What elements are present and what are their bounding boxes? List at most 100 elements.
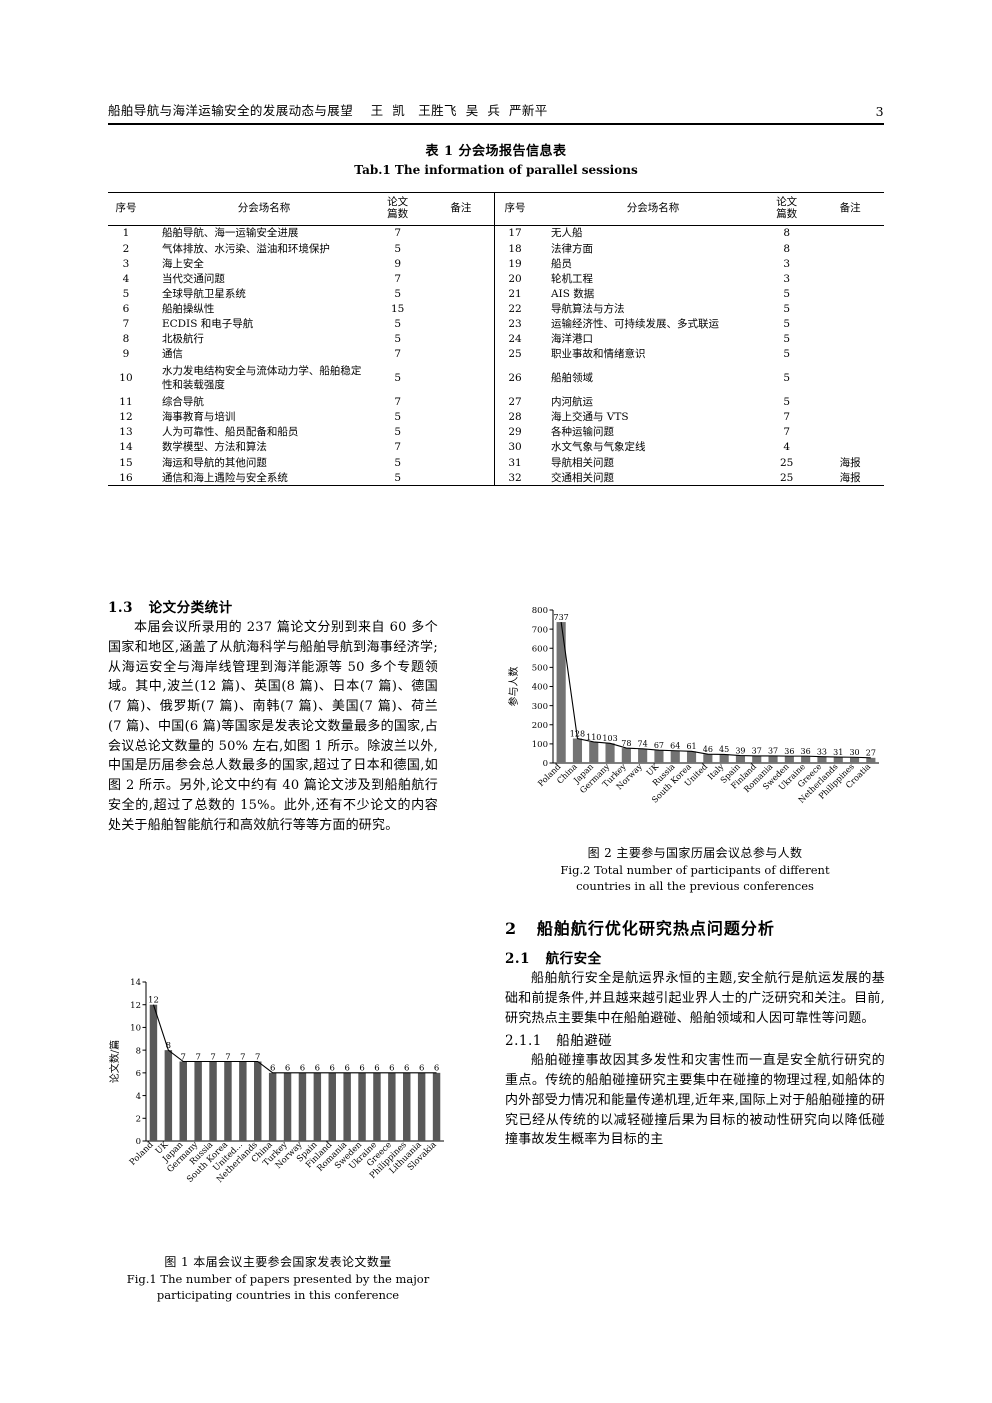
cell-name-left: 北极航行	[161, 333, 204, 346]
cell-name-left: 当代交通问题	[161, 272, 225, 285]
cell-count-left: 5	[394, 372, 401, 385]
svg-text:6: 6	[359, 1064, 364, 1074]
table-row: 9 通信 7 25 职业事故和情绪意识 5	[108, 346, 884, 362]
table-caption-en: Tab.1 The information of parallel sessio…	[354, 162, 638, 177]
cell-no-left: 7	[122, 317, 130, 330]
svg-text:7: 7	[240, 1052, 245, 1062]
section-2-1-1-title: 船舶避碰	[556, 1033, 613, 1050]
cell-no-left: 1	[122, 227, 130, 240]
cell-no-left: 2	[122, 242, 130, 255]
cell-count-left: 15	[390, 302, 405, 315]
cell-remark-left	[427, 302, 495, 317]
page-number: 3	[875, 104, 884, 119]
figure-2-caption-en-1: Fig.2 Total number of participants of di…	[560, 862, 830, 877]
svg-text:700: 700	[532, 625, 548, 635]
svg-text:78: 78	[621, 739, 631, 748]
cell-count-right: 8	[783, 242, 791, 255]
figure-2: 0 100 200 300 400 500 600 700 800 参与人数 737 128 110 10…	[505, 596, 885, 841]
section-1-3-heading: 1.3 论文分类统计	[108, 596, 438, 616]
cell-name-right: 水文气象与气象定线	[550, 441, 646, 454]
header-rule	[108, 123, 884, 125]
svg-text:0: 0	[543, 759, 548, 769]
svg-text:Poland: Poland	[128, 1140, 156, 1168]
cell-remark-left	[427, 395, 495, 410]
cell-name-left: 海运和导航的其他问题	[161, 456, 267, 469]
running-title: 船舶导航与海洋运输安全的发展动态与展望 王 凯 王胜飞 吴 兵 严新平	[108, 103, 548, 118]
cell-name-left: 海事教育与培训	[161, 411, 236, 424]
svg-text:36: 36	[801, 747, 811, 756]
cell-remark-right: 海报	[839, 471, 861, 484]
cell-no-right: 18	[508, 242, 522, 255]
cell-name-right: 无人船	[550, 227, 583, 240]
cell-no-right: 29	[508, 426, 522, 439]
svg-text:36: 36	[784, 747, 794, 756]
svg-text:100: 100	[532, 740, 548, 750]
cell-name-left: ECDIS 和电子导航	[161, 317, 254, 330]
cell-no-left: 16	[119, 471, 133, 484]
cell-remark-right	[816, 332, 884, 347]
section-1-3-number: 1.3	[108, 600, 133, 616]
cell-no-right: 22	[508, 302, 522, 315]
svg-text:500: 500	[532, 664, 548, 674]
svg-text:12: 12	[130, 1001, 141, 1011]
section-2-number: 2	[505, 919, 518, 938]
svg-text:6: 6	[315, 1064, 320, 1074]
svg-text:4: 4	[136, 1092, 141, 1102]
cell-count-left: 5	[394, 242, 401, 255]
section-2-1-1-paragraph: 船舶碰撞事故因其多发性和灾害性而一直是安全航行研究的重点。传统的船舶碰撞研究主要…	[505, 1053, 885, 1148]
figure-2-caption: 图 2 主要参与国家历届会议总参与人数 Fig.2 Total number o…	[505, 845, 885, 894]
section-1-3-paragraph: 本届会议所录用的 237 篇论文分别到来自 60 多个国家和地区,涵盖了从航海科…	[108, 620, 438, 833]
cell-no-right: 20	[508, 272, 522, 285]
cell-remark-right	[816, 271, 884, 286]
cell-name-left: 气体排放、水污染、溢油和环境保护	[161, 242, 330, 255]
th-remark-right: 备注	[839, 201, 861, 214]
svg-text:6: 6	[285, 1064, 290, 1074]
cell-remark-right	[816, 347, 884, 362]
cell-name-right: 海上交通与 VTS	[550, 411, 629, 424]
cell-count-right: 5	[783, 333, 791, 346]
cell-count-left: 7	[394, 272, 401, 285]
svg-text:37: 37	[768, 747, 778, 756]
table-column-divider	[494, 225, 498, 242]
table-row: 15 海运和导航的其他问题 5 31 导航相关问题 25 海报	[108, 455, 884, 471]
cell-name-right: 职业事故和情绪意识	[550, 348, 646, 361]
cell-no-left: 4	[122, 272, 130, 285]
table-row: 7 ECDIS 和电子导航 5 23 运输经济性、可持续发展、多式联运 5	[108, 316, 884, 332]
cell-count-right: 4	[783, 441, 791, 454]
cell-no-left: 15	[119, 456, 133, 469]
cell-remark-left	[427, 425, 495, 440]
cell-no-left: 13	[119, 426, 133, 439]
th-no-left: 序号	[115, 201, 137, 214]
table-caption: 表 1 分会场报告信息表 Tab.1 The information of pa…	[108, 143, 884, 179]
svg-text:10: 10	[130, 1024, 141, 1034]
figure-1-caption: 图 1 本届会议主要参会国家发表论文数量 Fig.1 The number of…	[104, 1254, 452, 1303]
cell-name-left: 船舶导航、海一运输安全进展	[161, 227, 299, 240]
svg-text:110: 110	[586, 733, 601, 742]
left-column: 1.3 论文分类统计 本届会议所录用的 237 篇论文分别到来自 60 多个国家…	[108, 596, 438, 835]
svg-text:600: 600	[532, 644, 548, 654]
table-row: 1 船舶导航、海一运输安全进展 7 17 无人船 8	[108, 225, 884, 242]
cell-no-left: 3	[122, 257, 130, 270]
cell-count-right: 5	[783, 348, 791, 361]
cell-remark-left	[427, 470, 495, 486]
running-header: 船舶导航与海洋运输安全的发展动态与展望 王 凯 王胜飞 吴 兵 严新平 3	[108, 100, 884, 119]
table-row: 5 全球导航卫星系统 5 21 AIS 数据 5	[108, 286, 884, 302]
cell-remark-left	[427, 271, 495, 286]
table-row: 4 当代交通问题 7 20 轮机工程 3	[108, 271, 884, 287]
cell-remark-right	[816, 317, 884, 332]
table-caption-cn: 表 1 分会场报告信息表	[425, 144, 567, 159]
table-header-row: 序号 分会场名称 论文 篇数 备注 序号 分会场名称 论文 篇数 备注	[108, 192, 884, 226]
cell-count-right: 25	[780, 471, 794, 484]
cell-no-left: 14	[119, 441, 133, 454]
cell-count-right: 7	[783, 411, 791, 424]
cell-name-right: 法律方面	[550, 242, 593, 255]
cell-count-left: 5	[394, 411, 401, 424]
cell-name-left: 通信	[161, 348, 183, 361]
sessions-table: 序号 分会场名称 论文 篇数 备注 序号 分会场名称 论文 篇数 备注	[108, 192, 884, 486]
cell-name-right: 轮机工程	[550, 272, 593, 285]
cell-remark-left	[427, 347, 495, 362]
th-count-left: 论文 篇数	[387, 196, 409, 221]
section-2-1-title: 航行安全	[545, 951, 602, 967]
cell-count-left: 7	[394, 441, 401, 454]
cell-name-right: 各种运输问题	[550, 426, 614, 439]
